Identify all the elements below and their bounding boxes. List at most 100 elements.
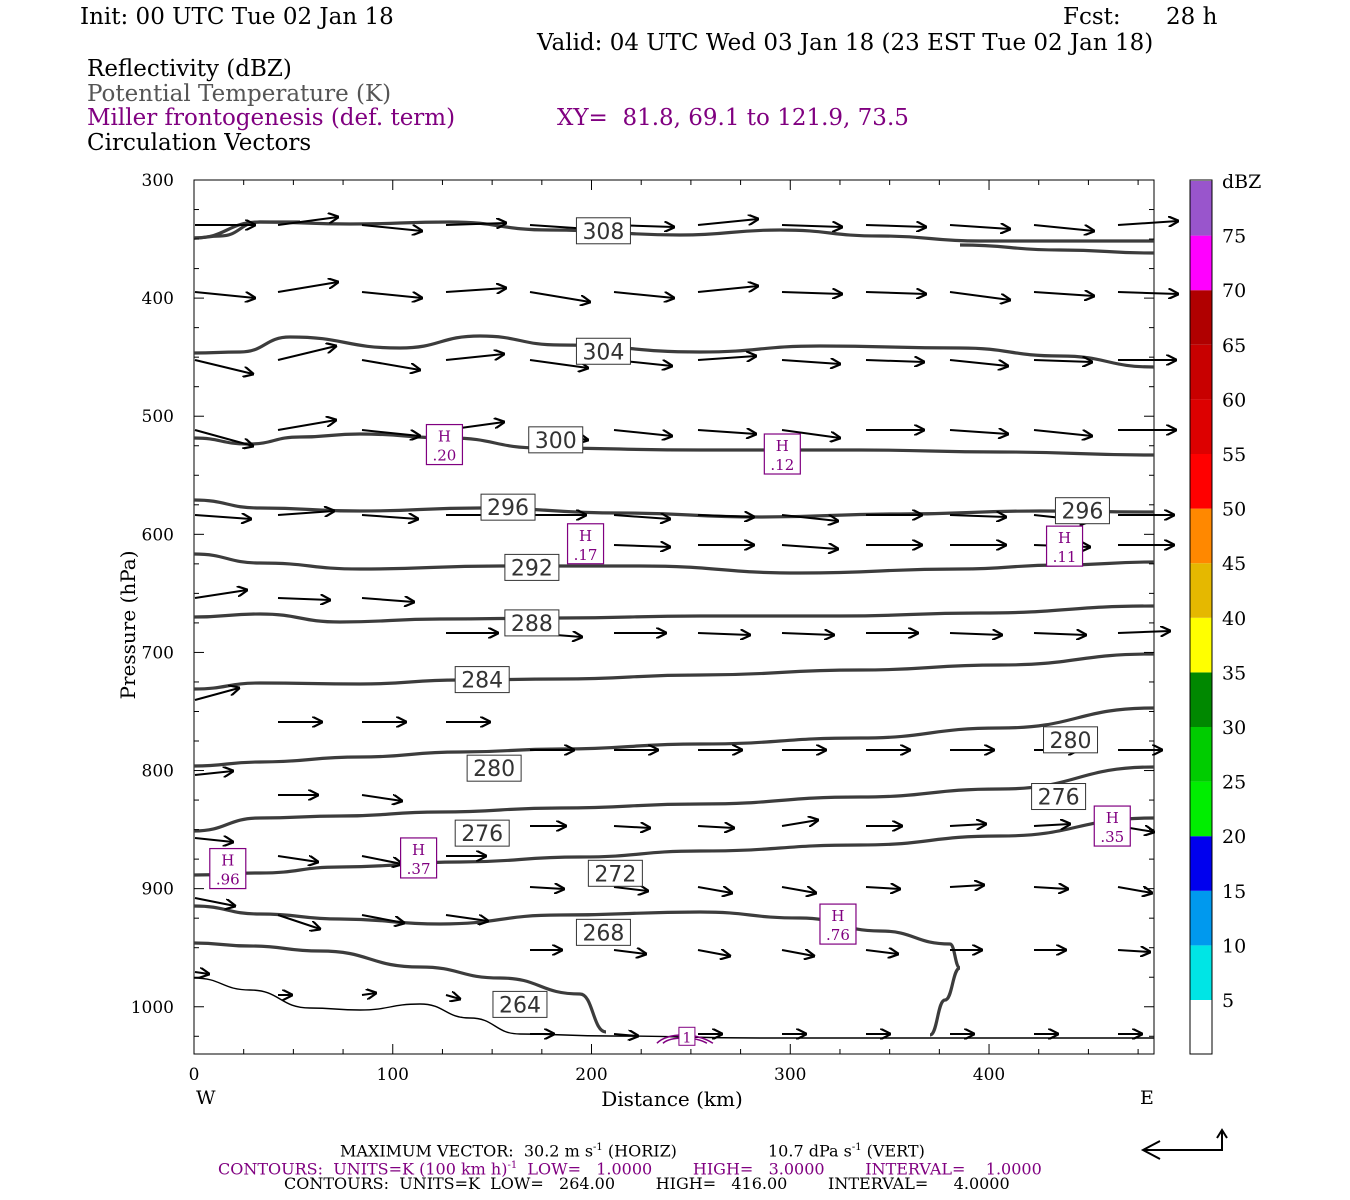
theta-contour-line (193, 816, 1155, 877)
circulation-vector (613, 1034, 638, 1036)
theta-label-box (454, 666, 510, 694)
colorbar-label: 45 (1222, 553, 1246, 575)
circulation-vector (1117, 887, 1152, 893)
theta-label-box (528, 426, 584, 454)
circulation-vector (781, 514, 838, 521)
colorbar-label: 10 (1222, 935, 1246, 957)
fronto-value: .12 (770, 456, 794, 474)
y-axis-label: Pressure (hPa) (116, 551, 140, 700)
fronto-box (819, 903, 857, 945)
colorbar-label: 50 (1222, 499, 1246, 521)
circulation-vector (194, 359, 253, 374)
circulation-vector (697, 286, 758, 293)
fronto-value: .17 (574, 546, 598, 564)
circulation-vector (865, 360, 924, 362)
colorbar-swatch (1190, 890, 1212, 946)
fronto-maximum: H.37 (399, 837, 438, 879)
colorbar-swatch (1190, 781, 1212, 837)
theta-label: 280 (466, 754, 522, 782)
reference-vector (1140, 1128, 1228, 1160)
circulation-vector (361, 291, 422, 298)
theta-label-box (575, 337, 631, 365)
colorbar-label: 55 (1222, 444, 1246, 466)
colorbar-swatch (1190, 508, 1212, 564)
circulation-vector (865, 225, 926, 227)
fronto-label: H (579, 527, 592, 545)
theta-contour-line (193, 432, 1155, 457)
fronto-value: .11 (1053, 548, 1077, 566)
colorbar-border (1189, 179, 1213, 1055)
fronto-box (763, 433, 801, 475)
circulation-vector (949, 430, 1008, 434)
fronto-label: H (412, 841, 425, 859)
circulation-vector (697, 515, 754, 517)
fronto-box (399, 837, 438, 879)
theta-label-box (575, 918, 631, 946)
y-tick-label: 900 (142, 880, 174, 900)
circulation-vector (697, 950, 730, 956)
forecast-hour: 28 h (1166, 4, 1218, 30)
legend-vectors: Circulation Vectors (87, 130, 312, 156)
colorbar-swatch (1190, 563, 1212, 618)
theta-label: 308 (575, 217, 631, 245)
colorbar-label: 40 (1222, 608, 1246, 630)
forecast-label: Fcst: (1063, 4, 1121, 30)
circulation-vector (613, 826, 650, 828)
circulation-vector (1033, 887, 1068, 889)
colorbar-swatch (1190, 235, 1212, 291)
circulation-vector (529, 291, 590, 302)
theta-label: 272 (587, 859, 643, 887)
circulation-vector (865, 887, 900, 889)
circulation-vector (1033, 429, 1092, 436)
fronto-value: .96 (216, 871, 240, 889)
y-tick-label: 600 (142, 525, 174, 545)
circulation-vector (697, 219, 758, 226)
legend-reflectivity: Reflectivity (dBZ) (87, 56, 292, 82)
circulation-vector (1117, 221, 1178, 225)
colorbar-swatch (1190, 290, 1212, 345)
theta-label: 292 (504, 553, 560, 581)
circulation-vector (277, 282, 338, 293)
colorbar-swatch (1190, 399, 1212, 454)
y-tick-label: 300 (142, 171, 174, 191)
circulation-vector (445, 288, 506, 292)
theta-contour-line (193, 334, 1155, 369)
theta-label-box (480, 493, 536, 521)
y-tick-label: 800 (142, 762, 174, 782)
reference-vector-arrow (1143, 1132, 1223, 1151)
theta-contour-line (193, 498, 1155, 519)
circulation-vector (697, 356, 756, 360)
circulation-vector (361, 794, 402, 801)
fronto-box (209, 847, 247, 890)
circulation-vector (194, 838, 233, 842)
circulation-vector (697, 430, 756, 434)
colorbar-swatch (1190, 344, 1212, 400)
circulation-vector (1033, 360, 1092, 362)
circulation-vector (445, 914, 488, 921)
fronto-box (678, 1026, 696, 1046)
circulation-vector (949, 359, 1008, 366)
circulation-vector (194, 897, 235, 906)
theta-contour-line (193, 977, 1154, 1039)
x-tick-label: 0 (189, 1065, 200, 1085)
circulation-vector (781, 545, 838, 549)
theta-label-box (504, 609, 560, 637)
fronto-label: H (776, 437, 789, 455)
circulation-vector (613, 291, 674, 298)
theta-label: 300 (528, 426, 584, 454)
fronto-box (1045, 525, 1084, 567)
circulation-vector (529, 359, 588, 368)
theta-label-text: 304 (582, 340, 624, 365)
theta-contour-labels: 308 304 300 296 296 292 288 284 280 280 276 276 272 2… (454, 217, 1110, 1018)
theta-contour-line (193, 220, 300, 240)
legend-theta: Potential Temperature (K) (87, 81, 392, 107)
theta-label: 280 (1043, 726, 1099, 754)
circulation-vector (529, 887, 564, 889)
circulation-vector (1117, 950, 1150, 952)
theta-label: 296 (1054, 497, 1110, 525)
fronto-box (566, 523, 605, 565)
circulation-vector (361, 914, 404, 923)
colorbar-label: 5 (1222, 990, 1234, 1012)
theta-label-box (492, 990, 548, 1018)
theta-contour-line (193, 706, 1155, 768)
